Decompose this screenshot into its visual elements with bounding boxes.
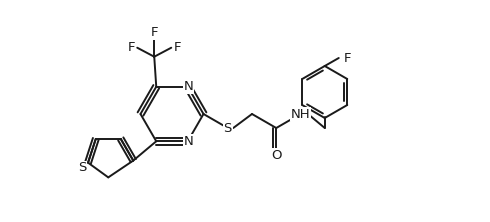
Text: F: F: [127, 41, 135, 54]
Text: N: N: [184, 135, 194, 148]
Text: S: S: [223, 121, 232, 135]
Text: S: S: [78, 161, 86, 174]
Text: F: F: [150, 26, 158, 39]
Text: F: F: [344, 52, 351, 65]
Text: O: O: [271, 149, 281, 162]
Text: N: N: [184, 80, 194, 93]
Text: F: F: [173, 41, 181, 54]
Text: NH: NH: [291, 107, 310, 121]
